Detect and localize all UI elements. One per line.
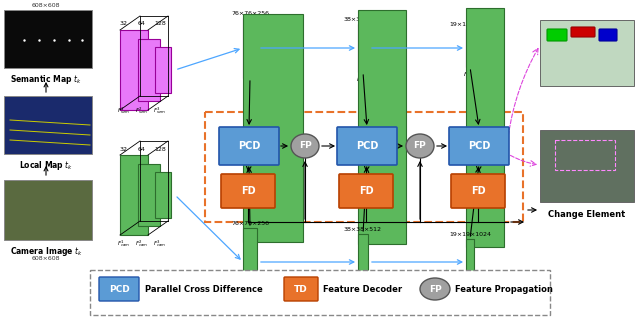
Bar xyxy=(138,39,160,101)
Text: $F_{cam}^5$: $F_{cam}^5$ xyxy=(356,284,371,295)
Text: 64: 64 xyxy=(138,147,146,152)
Text: $F_{sem}^6$: $F_{sem}^6$ xyxy=(463,69,477,80)
Text: PCD: PCD xyxy=(238,141,260,151)
Ellipse shape xyxy=(291,134,319,158)
Bar xyxy=(155,47,171,93)
Text: 32: 32 xyxy=(120,21,128,26)
Text: $F_{cam}^3$: $F_{cam}^3$ xyxy=(154,238,166,249)
FancyBboxPatch shape xyxy=(571,27,595,37)
FancyBboxPatch shape xyxy=(339,174,393,208)
FancyBboxPatch shape xyxy=(547,29,567,41)
FancyBboxPatch shape xyxy=(449,127,509,165)
Bar xyxy=(4,10,92,68)
Text: $F_{sem}^4$: $F_{sem}^4$ xyxy=(243,80,257,91)
Bar xyxy=(243,228,257,288)
FancyBboxPatch shape xyxy=(337,127,397,165)
Ellipse shape xyxy=(406,134,434,158)
Bar xyxy=(243,14,303,242)
FancyBboxPatch shape xyxy=(219,127,279,165)
Text: Camera Image $t_k$: Camera Image $t_k$ xyxy=(10,245,83,258)
Text: PCD: PCD xyxy=(109,284,129,293)
Text: Local Map $t_k$: Local Map $t_k$ xyxy=(19,159,73,172)
Text: 32: 32 xyxy=(120,147,128,152)
Text: $F_{sem}^2$: $F_{sem}^2$ xyxy=(136,105,148,116)
Text: FP: FP xyxy=(299,142,312,151)
Text: FD: FD xyxy=(358,186,373,196)
Bar xyxy=(243,18,257,78)
Bar xyxy=(138,164,160,226)
Text: $F_{sem}^3$: $F_{sem}^3$ xyxy=(154,105,166,116)
Bar xyxy=(120,30,148,110)
Text: 19×19×1024: 19×19×1024 xyxy=(449,22,491,27)
Text: 64: 64 xyxy=(138,21,146,26)
Text: 38×38×512: 38×38×512 xyxy=(344,227,382,232)
Bar xyxy=(120,155,148,235)
Text: 76×76×256: 76×76×256 xyxy=(231,11,269,16)
Text: PCD: PCD xyxy=(468,141,490,151)
FancyBboxPatch shape xyxy=(451,174,505,208)
Bar xyxy=(155,172,171,218)
FancyBboxPatch shape xyxy=(221,174,275,208)
Text: $F_{cam}^1$: $F_{cam}^1$ xyxy=(117,238,131,249)
Bar xyxy=(358,24,368,72)
FancyBboxPatch shape xyxy=(599,29,617,41)
FancyBboxPatch shape xyxy=(284,277,318,301)
Bar xyxy=(4,96,92,154)
Text: 38×38×512: 38×38×512 xyxy=(344,17,382,22)
FancyBboxPatch shape xyxy=(99,277,139,301)
Text: 128: 128 xyxy=(154,147,166,152)
Bar xyxy=(466,8,504,247)
Text: TD: TD xyxy=(294,284,308,293)
Bar xyxy=(540,20,634,86)
Text: FP: FP xyxy=(413,142,426,151)
Text: Parallel Cross Difference: Parallel Cross Difference xyxy=(145,284,263,293)
Ellipse shape xyxy=(420,278,450,300)
Text: $F_{sem}^5$: $F_{sem}^5$ xyxy=(356,74,371,85)
Text: 608×608: 608×608 xyxy=(32,256,60,261)
Text: FP: FP xyxy=(429,284,442,293)
Bar xyxy=(358,234,368,282)
Text: 608×608: 608×608 xyxy=(32,3,60,8)
Text: Feature Propagation: Feature Propagation xyxy=(455,284,553,293)
Bar xyxy=(4,180,92,240)
Bar xyxy=(205,112,523,222)
Text: $F_{cam}^4$: $F_{cam}^4$ xyxy=(243,290,257,301)
Text: 19×19×1024: 19×19×1024 xyxy=(449,232,491,237)
Text: Feature Decoder: Feature Decoder xyxy=(323,284,402,293)
Text: FD: FD xyxy=(241,186,255,196)
Bar xyxy=(466,29,474,67)
Bar xyxy=(555,140,615,170)
Text: Semantic Map $t_k$: Semantic Map $t_k$ xyxy=(10,73,82,86)
Text: 76×76×256: 76×76×256 xyxy=(231,221,269,226)
Text: $F_{sem}^1$: $F_{sem}^1$ xyxy=(118,105,131,116)
Bar xyxy=(466,239,474,277)
Bar xyxy=(540,130,634,202)
Text: $F_{cam}^6$: $F_{cam}^6$ xyxy=(463,279,477,290)
Text: FD: FD xyxy=(470,186,485,196)
Bar xyxy=(358,10,406,244)
Text: $F_{cam}^2$: $F_{cam}^2$ xyxy=(136,238,148,249)
Text: 128: 128 xyxy=(154,21,166,26)
Text: Change Element: Change Element xyxy=(548,210,626,219)
Bar xyxy=(90,270,550,315)
Text: PCD: PCD xyxy=(356,141,378,151)
